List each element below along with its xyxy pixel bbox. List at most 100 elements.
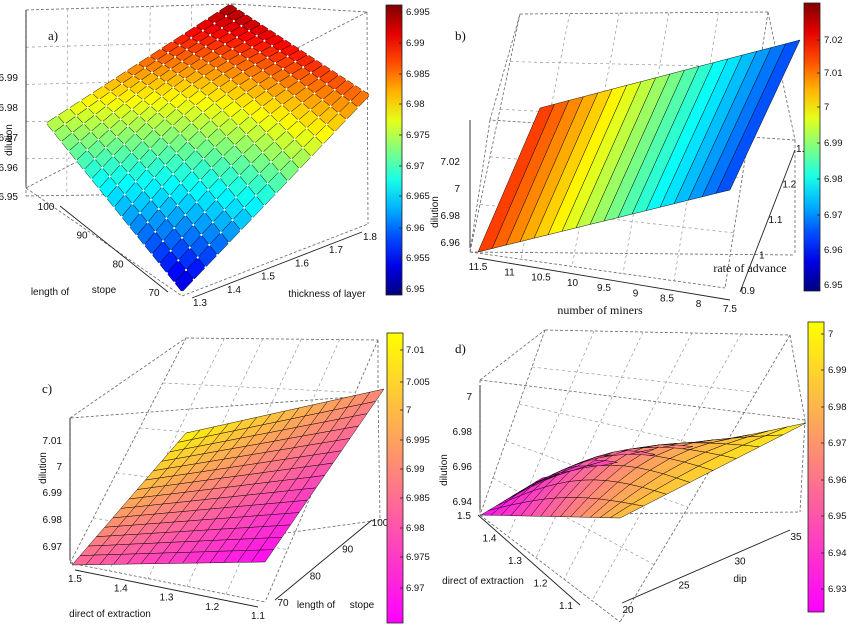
- vertex-dot: [263, 39, 266, 42]
- vertex-dot: [197, 41, 200, 44]
- vertex-dot: [230, 164, 233, 167]
- colorbar-tick-label: 6.95: [824, 280, 843, 291]
- vertex-dot: [93, 157, 96, 160]
- vertex-dot: [105, 104, 108, 108]
- colorbar-tick-label: 7.01: [824, 68, 843, 79]
- vertex-dot: [108, 128, 111, 131]
- colorbar-tick-label: 6.99: [406, 464, 425, 475]
- vertex-dot: [157, 76, 161, 79]
- vertex-dot: [187, 191, 190, 194]
- x-tick-label: 1.1: [251, 611, 265, 622]
- z-tick-label: 6.98: [441, 211, 461, 222]
- vertex-dot: [221, 155, 225, 158]
- z-tick-label: 6.98: [453, 427, 473, 438]
- vertex-dot: [219, 54, 222, 57]
- vertex-dot: [221, 109, 224, 112]
- vertex-dot: [135, 234, 138, 237]
- vertex-dot: [171, 40, 174, 43]
- vertex-dot: [143, 244, 146, 247]
- vertex-dot: [286, 180, 289, 183]
- vertex-dot: [56, 114, 59, 117]
- vertex-dot: [368, 93, 372, 97]
- y-tick-label: 80: [310, 571, 322, 582]
- x-tick-label: 1.5: [261, 272, 275, 283]
- y-axis-label: rate of advance: [713, 261, 786, 275]
- vertex-dot: [314, 58, 317, 61]
- vertex-dot: [245, 91, 248, 94]
- axes-box: [479, 329, 806, 623]
- vertex-dot: [269, 113, 272, 116]
- colorbar-tick-label: 6.99: [824, 138, 843, 149]
- surface-patch: [764, 422, 807, 437]
- vertex-dot: [78, 140, 81, 143]
- vertex-dot: [116, 96, 119, 99]
- vertex-dot: [175, 107, 178, 110]
- x-axis-label: thickness of layer: [288, 289, 366, 300]
- vertex-dot: [251, 46, 254, 49]
- x-tick-label: 1.6: [295, 258, 309, 269]
- vertex-dot: [274, 192, 278, 195]
- axis-lines: [25, 10, 363, 299]
- box-edge: [519, 11, 769, 15]
- vertex-dot: [329, 105, 332, 108]
- x-tick-label: 1.3: [193, 298, 207, 309]
- y-tick-label: 1.1: [769, 215, 783, 226]
- vertex-dot: [210, 80, 213, 83]
- vertex-dot: [191, 83, 194, 86]
- vertex-dot: [210, 166, 213, 170]
- axis-lines: [469, 120, 796, 301]
- vertex-dot: [130, 108, 133, 111]
- colorbar-tick-label: 6.995: [406, 7, 430, 18]
- vertex-dot: [191, 169, 194, 172]
- vertex-dot: [138, 114, 141, 117]
- box-edge: [25, 187, 183, 297]
- axis-lines: [477, 385, 791, 606]
- vertex-dot: [226, 186, 229, 189]
- vertex-dot: [214, 67, 217, 70]
- vertex-dot: [176, 204, 179, 207]
- vertex-dot: [286, 55, 289, 58]
- x-axis-line: [74, 569, 259, 608]
- vertex-dot: [305, 127, 308, 130]
- vertex-dot: [248, 29, 251, 32]
- vertex-dot: [217, 126, 220, 129]
- vertex-dot: [277, 121, 280, 124]
- vertex-dot: [150, 71, 154, 74]
- vertex-dot: [254, 63, 257, 66]
- colorbar-tick-label: 6.96: [406, 223, 425, 234]
- x-axis-label: dip: [733, 574, 747, 585]
- box-edge: [479, 329, 546, 381]
- box-edge: [489, 13, 521, 121]
- vertex-dot: [149, 104, 152, 107]
- colorbar-tick-label: 6.99: [828, 365, 847, 376]
- vertex-dot: [205, 137, 209, 140]
- vertex-dot: [218, 176, 221, 179]
- vertex-dot: [113, 77, 117, 80]
- colorbar-tick-label: 6.97: [828, 438, 847, 449]
- box-edge: [469, 119, 491, 253]
- z-tick-label: 6.97: [43, 542, 63, 553]
- vertex-dot: [194, 148, 197, 151]
- vertex-dot: [179, 182, 182, 185]
- x-tick-label: 1.8: [363, 232, 377, 243]
- vertex-dot: [201, 111, 205, 114]
- vertex-dot: [127, 87, 131, 90]
- vertex-dot: [293, 138, 296, 141]
- y-tick-label: 90: [76, 231, 88, 242]
- vertex-dot: [313, 135, 316, 138]
- vertex-dot: [228, 31, 231, 34]
- vertex-dot: [234, 196, 238, 199]
- vertex-dot: [198, 129, 201, 132]
- vertex-dot: [289, 73, 292, 76]
- vertex-dot: [167, 101, 171, 104]
- surface-patch: [71, 554, 95, 566]
- vertex-dot: [234, 65, 237, 68]
- z-tick-label: 6.96: [453, 462, 473, 473]
- z-tick-label: 7: [466, 392, 472, 403]
- vertex-dot: [79, 99, 82, 102]
- vertex-dot: [229, 116, 232, 119]
- vertex-dot: [244, 13, 247, 16]
- vertex-dot: [168, 194, 171, 197]
- vertex-dot: [75, 114, 78, 117]
- vertex-dot: [202, 157, 205, 160]
